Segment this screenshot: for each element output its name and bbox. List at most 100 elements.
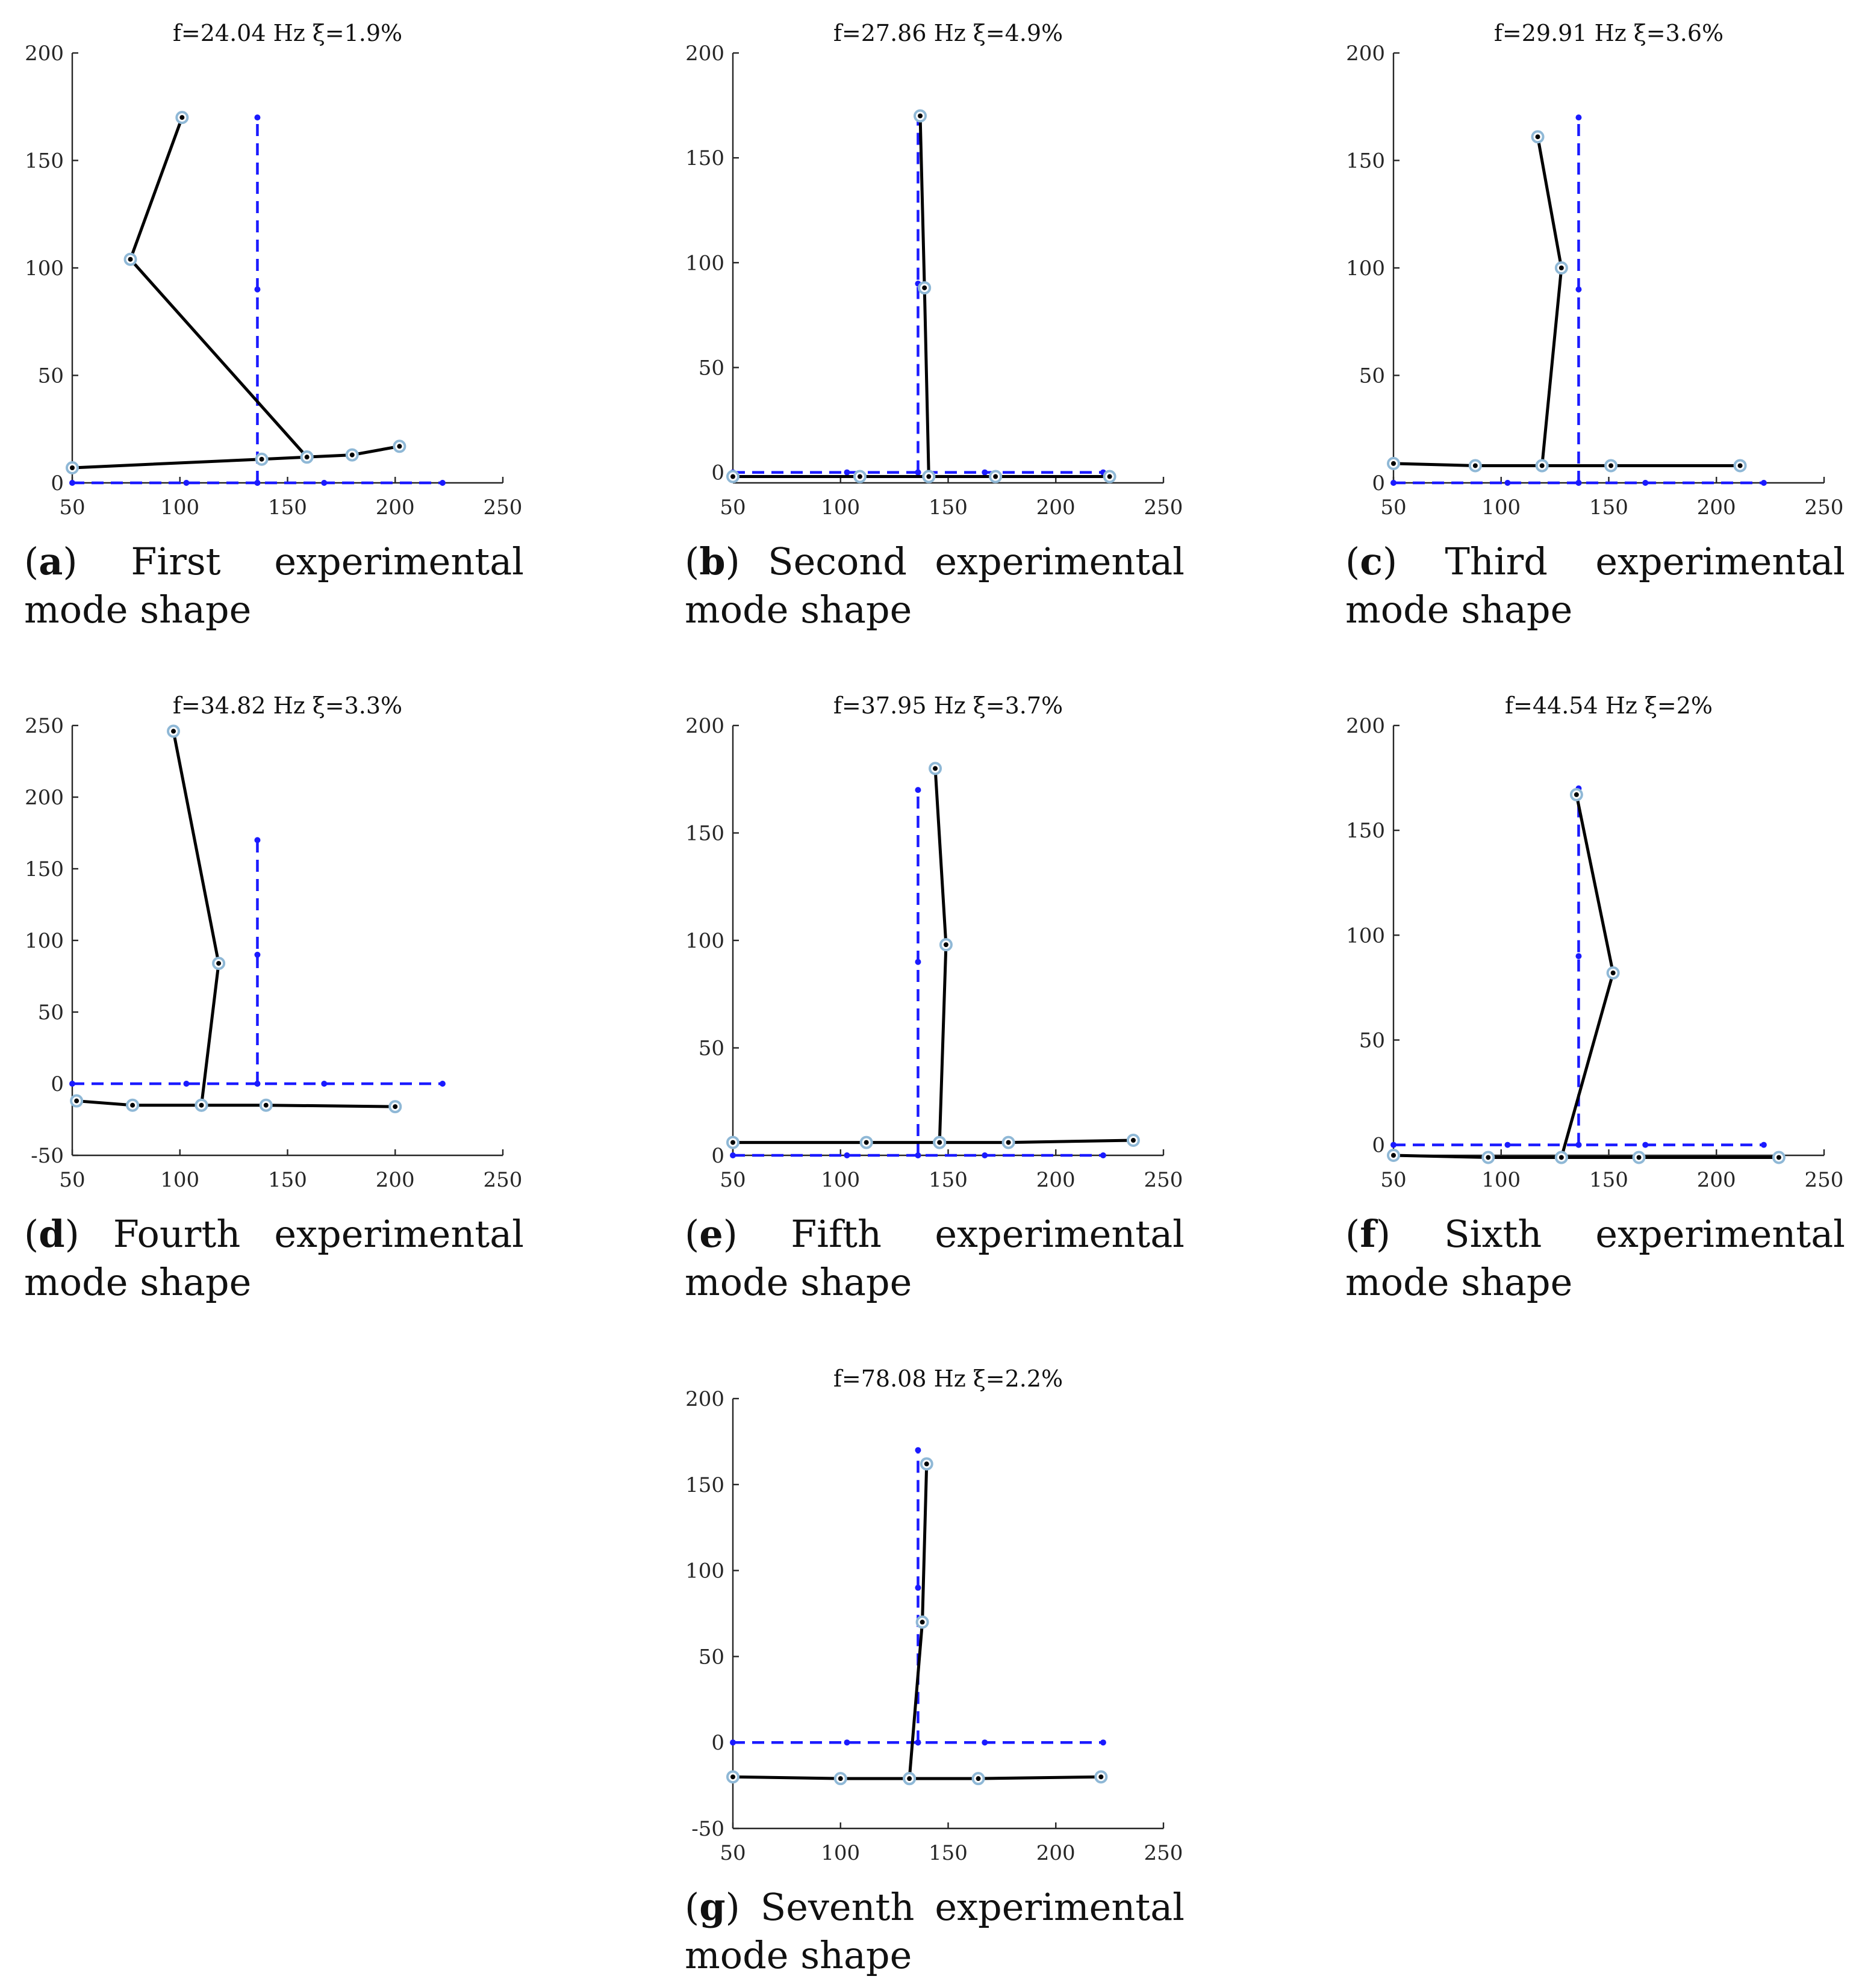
mode-node-point [1558,1155,1564,1160]
x-tick-label: 200 [376,1168,415,1192]
reference-node [321,480,328,486]
x-tick-label: 50 [59,495,85,520]
y-tick-label: 50 [38,1001,64,1025]
mode-node-point [838,1776,843,1781]
y-tick-label: 200 [685,42,724,66]
reference-node [915,787,921,794]
y-tick-label: 100 [685,1559,724,1583]
x-tick-label: 200 [1697,495,1736,520]
chart-title: f=37.95 Hz ξ=3.7% [833,692,1063,719]
mode-node-point [259,456,264,462]
mode-node-point [918,113,923,119]
mode-node-point [74,1098,79,1104]
y-tick-label: 100 [1346,924,1385,948]
caption-a: (a) First experimental mode shape [24,539,524,632]
caption-e: (e) Fifth experimental mode shape [685,1212,1185,1304]
reference-node [69,1081,75,1087]
reference-node [439,1081,446,1087]
mode-node-point [1486,1155,1491,1160]
caption-c: (c) Third experimental mode shape [1345,539,1845,632]
x-tick-label: 250 [1144,1168,1183,1192]
mode-node-point [1130,1138,1136,1143]
mode-vertical-line [172,731,220,1106]
x-tick-label: 250 [484,495,523,520]
reference-node [254,1081,261,1087]
reference-node [1760,1142,1767,1148]
mode-node-point [349,452,355,458]
mode-node-point [976,1776,981,1781]
chart-title: f=78.08 Hz ξ=2.2% [833,1365,1063,1392]
mode-node-point [920,1620,925,1625]
mode-node-point [263,1102,269,1108]
x-tick-label: 50 [720,1168,746,1192]
chart-panel-g: 50 100 150 200 250 -50 0 50 100 150 200 f=78.08 Hz … [685,1365,1183,1865]
x-tick-label: 150 [1589,495,1628,520]
mode-node-point [1107,474,1112,479]
y-tick-label: 150 [685,1473,724,1497]
reference-node [254,114,261,121]
x-tick-label: 50 [720,1841,746,1865]
mode-node-point [1737,463,1743,468]
mode-node-point [1391,461,1396,466]
reference-node [1575,114,1582,121]
y-tick-label: 100 [25,256,64,281]
reference-node [439,480,446,486]
reference-node [1642,480,1649,486]
y-tick-label: 0 [51,471,64,495]
reference-node [982,1739,988,1746]
mode-vertical-line [918,116,930,477]
mode-node-point [128,256,133,262]
mode-node-point [1608,463,1614,468]
reference-node [1100,1152,1106,1158]
y-tick-label: 0 [51,1072,64,1096]
reference-node [183,480,190,486]
mode-node-point [1610,970,1616,975]
reference-node [844,469,850,476]
mode-node-point [1535,134,1540,140]
mode-node-point [864,1140,869,1145]
reference-node [69,480,75,486]
x-tick-label: 100 [1481,495,1521,520]
x-tick-label: 200 [376,495,415,520]
y-tick-label: 0 [711,1731,724,1755]
mode-node-point [907,1776,912,1781]
reference-node [1575,953,1582,960]
reference-node [915,1585,921,1591]
reference-node [982,1152,988,1158]
y-tick-label: 200 [685,714,724,738]
x-tick-label: 100 [821,1168,860,1192]
x-tick-label: 100 [1481,1168,1521,1192]
x-tick-label: 100 [160,1168,199,1192]
reference-node [1504,480,1511,486]
x-tick-label: 100 [821,1841,860,1865]
x-tick-label: 150 [268,1168,307,1192]
reference-node [844,1152,850,1158]
x-tick-label: 150 [929,495,968,520]
mode-node-point [937,1140,942,1145]
reference-node [982,469,988,476]
y-tick-label: 150 [1346,149,1385,173]
mode-node-point [304,455,310,460]
mode-node-point [70,465,75,471]
reference-node [1390,1142,1396,1148]
x-tick-label: 100 [821,495,860,520]
mode-node-point [397,444,402,449]
y-tick-label: 100 [25,929,64,953]
mode-node-point [393,1104,398,1110]
y-tick-label: 50 [1359,364,1385,388]
chart-panel-f: 50 100 150 200 250 0 50 100 150 200 f=44.54 Hz ξ=2… [1346,692,1843,1192]
mode-node-point [857,474,862,479]
mode-node-point [943,942,948,948]
caption-g: (g) Seventh experimental mode shape [685,1885,1185,1977]
caption-f: (f) Sixth experimental mode shape [1345,1212,1845,1304]
y-tick-label: 100 [1346,256,1385,281]
y-tick-label: -50 [691,1817,724,1841]
y-tick-label: 0 [1372,1134,1385,1158]
reference-node [915,469,921,476]
x-tick-label: 250 [1144,495,1183,520]
mode-node-point [216,961,222,966]
caption-d: (d) Fourth experimental mode shape [24,1212,524,1304]
